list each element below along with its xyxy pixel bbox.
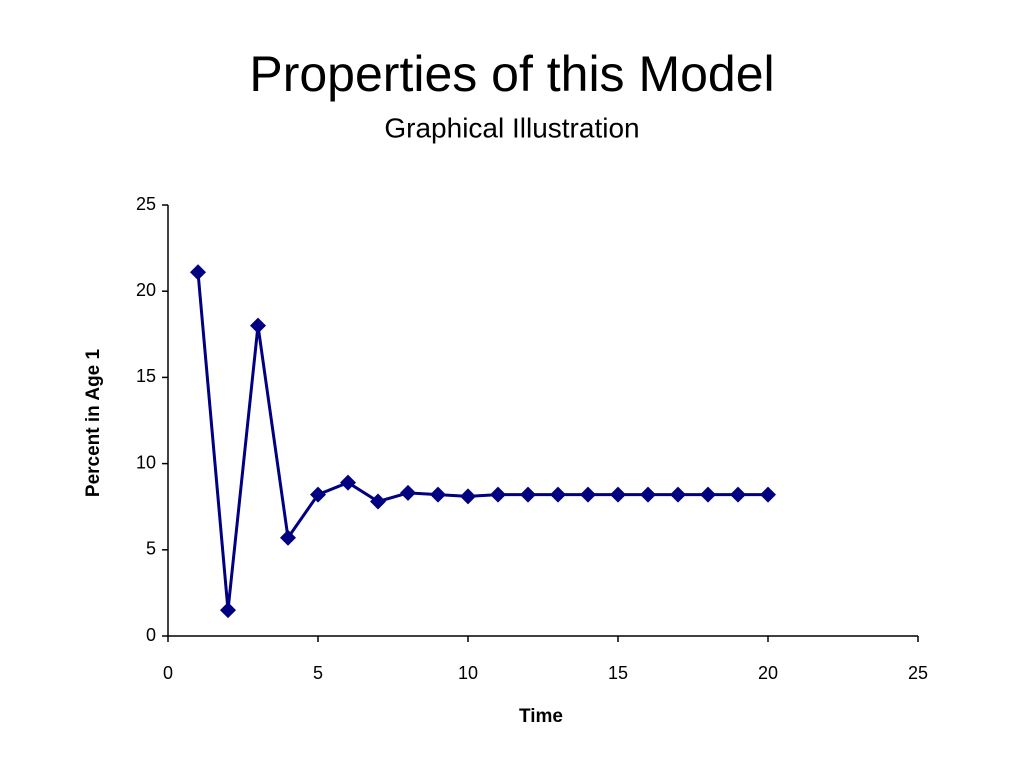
x-tick-label: 25 xyxy=(908,663,928,683)
chart-title: Properties of this Model xyxy=(249,46,774,102)
data-marker xyxy=(760,486,776,503)
x-tick-label: 10 xyxy=(458,663,478,683)
x-tick-label: 0 xyxy=(163,663,173,683)
data-marker xyxy=(280,529,296,546)
data-marker xyxy=(310,486,326,503)
y-tick-label: 5 xyxy=(146,539,156,559)
y-tick-label: 15 xyxy=(136,366,156,386)
x-tick-label: 5 xyxy=(313,663,323,683)
data-marker xyxy=(400,484,416,501)
y-tick-label: 25 xyxy=(136,194,156,214)
x-tick-label: 15 xyxy=(608,663,628,683)
data-marker xyxy=(520,486,536,503)
data-marker xyxy=(700,486,716,503)
y-tick-label: 10 xyxy=(136,452,156,472)
data-marker xyxy=(430,486,446,503)
data-line xyxy=(196,272,768,611)
data-marker xyxy=(250,317,266,334)
y-tick-label: 20 xyxy=(136,280,156,300)
data-marker xyxy=(190,264,206,281)
data-marker xyxy=(580,486,596,503)
data-marker xyxy=(550,486,566,503)
data-marker xyxy=(490,486,506,503)
chart-subtitle: Graphical Illustration xyxy=(384,112,639,143)
data-marker xyxy=(460,488,476,505)
data-marker xyxy=(370,493,386,510)
data-marker xyxy=(220,602,236,619)
data-marker xyxy=(730,486,746,503)
data-marker xyxy=(340,474,356,491)
data-marker xyxy=(670,486,686,503)
data-marker xyxy=(640,486,656,503)
x-axis-title: Time xyxy=(519,706,563,727)
y-tick-label: 0 xyxy=(146,625,156,645)
y-axis-title: Percent in Age 1 xyxy=(83,348,104,497)
x-tick-label: 20 xyxy=(758,663,778,683)
data-marker xyxy=(610,486,626,503)
